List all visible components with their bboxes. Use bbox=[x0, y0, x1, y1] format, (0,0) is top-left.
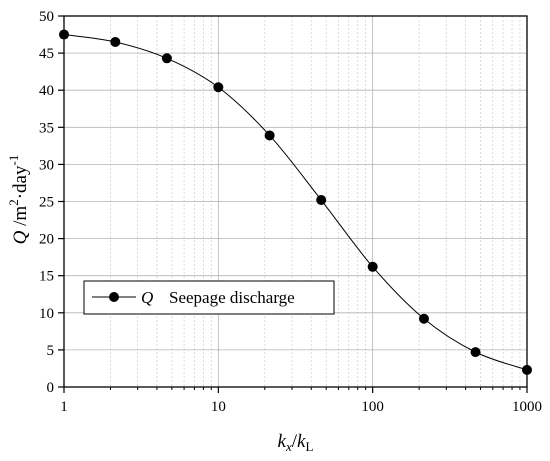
legend-label: Seepage discharge bbox=[169, 288, 295, 307]
y-tick-label: 25 bbox=[39, 195, 54, 211]
data-point bbox=[470, 347, 481, 358]
y-tick-label: 15 bbox=[39, 269, 54, 285]
legend-marker bbox=[109, 292, 119, 302]
y-tick-label: 10 bbox=[39, 306, 54, 322]
data-point bbox=[213, 82, 224, 93]
series-line bbox=[63, 34, 528, 371]
data-point bbox=[110, 36, 121, 47]
data-point bbox=[59, 29, 69, 40]
y-tick-label: 50 bbox=[39, 9, 54, 25]
data-point bbox=[418, 313, 429, 324]
x-axis-label: kx/kL bbox=[278, 431, 314, 454]
y-tick-label: 45 bbox=[39, 46, 54, 62]
data-point bbox=[367, 261, 378, 272]
y-tick-label: 40 bbox=[39, 83, 54, 99]
y-tick-label: 35 bbox=[39, 120, 54, 136]
data-point bbox=[264, 130, 275, 141]
series-layer bbox=[59, 29, 532, 375]
y-axis-label: Q /m2·day-1 bbox=[6, 155, 31, 245]
tick-labels: 1 10 100 1000 0 5 10 15 20 25 30 35 40 45 50 bbox=[39, 9, 542, 415]
y-tick-label: 0 bbox=[47, 380, 55, 396]
y-tick-label: 30 bbox=[39, 157, 54, 173]
data-point bbox=[522, 364, 532, 375]
axis-ticks bbox=[58, 15, 528, 393]
x-tick-label: 1000 bbox=[512, 399, 542, 415]
x-tick-label: 100 bbox=[361, 399, 384, 415]
y-tick-label: 20 bbox=[39, 232, 54, 248]
x-tick-label: 1 bbox=[60, 399, 68, 415]
legend-symbol: Q bbox=[141, 288, 153, 307]
data-point bbox=[316, 195, 327, 206]
major-grid bbox=[64, 16, 527, 387]
data-point bbox=[161, 53, 172, 64]
y-tick-label: 5 bbox=[47, 343, 55, 359]
x-tick-label: 10 bbox=[211, 399, 226, 415]
legend: Q Seepage discharge bbox=[83, 280, 335, 315]
